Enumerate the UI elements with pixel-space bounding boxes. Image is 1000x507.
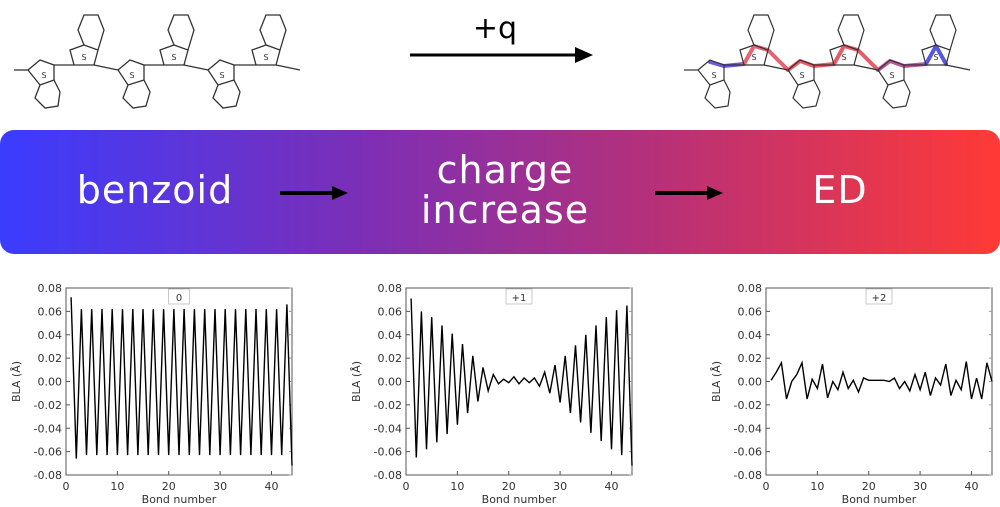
svg-text:S: S — [41, 71, 46, 80]
x-axis-label: Bond number — [842, 493, 917, 506]
x-tick-label: 0 — [763, 480, 770, 493]
y-tick-label: 0.00 — [38, 376, 63, 389]
y-tick-label: -0.02 — [734, 399, 762, 412]
series-label: +2 — [872, 293, 887, 304]
series-label: 0 — [176, 293, 182, 304]
x-tick-label: 20 — [162, 480, 176, 493]
series-label-box — [168, 288, 190, 305]
charge-increase-label: charge increase — [395, 150, 615, 230]
y-tick-label: -0.02 — [374, 399, 402, 412]
y-tick-label: 0.08 — [378, 282, 403, 295]
x-tick-label: 0 — [403, 480, 410, 493]
x-tick-label: 0 — [63, 480, 70, 493]
y-tick-label: 0.04 — [378, 329, 403, 342]
ed-label: ED — [812, 168, 868, 212]
x-tick-label: 10 — [110, 480, 124, 493]
y-tick-label: 0.06 — [738, 305, 763, 318]
benzoid-label: benzoid — [76, 168, 234, 212]
x-tick-label: 40 — [264, 480, 278, 493]
neutral-oligomer-structure: S S S S S S — [14, 14, 301, 109]
y-axis-label: BLA (Å) — [10, 361, 23, 402]
charge-increase-line1: charge — [436, 148, 574, 192]
y-tick-label: -0.06 — [374, 446, 402, 459]
y-tick-label: 0.08 — [38, 282, 63, 295]
x-tick-label: 10 — [810, 480, 824, 493]
svg-text:S: S — [933, 53, 938, 62]
bla-plot-neutral: 0.08 0.06 0.04 0.02 0.00 -0.02 -0.04 -0.06 -0.08… — [10, 282, 293, 506]
svg-text:S: S — [889, 71, 894, 80]
x-axis-label: Bond number — [482, 493, 557, 506]
x-axis-label: Bond number — [142, 493, 217, 506]
y-tick-label: -0.08 — [34, 469, 62, 482]
y-tick-label: -0.08 — [734, 469, 762, 482]
y-tick-label: 0.06 — [378, 305, 403, 318]
x-tick-label: 30 — [213, 480, 227, 493]
y-tick-label: 0.06 — [38, 305, 63, 318]
charged-oligomer-structure: S S S S S S — [684, 14, 971, 109]
x-tick-label: 30 — [913, 480, 927, 493]
y-tick-label: -0.04 — [34, 422, 62, 435]
bla-series-line — [70, 297, 293, 466]
y-tick-label: 0.08 — [738, 282, 763, 295]
oxidation-arrow: +q — [410, 11, 593, 63]
banner-arrow-right-icon — [280, 186, 348, 200]
y-tick-label: -0.06 — [34, 446, 62, 459]
bla-series-line — [410, 298, 633, 466]
banner-arrow-right-icon — [655, 186, 723, 200]
svg-text:S: S — [841, 53, 846, 62]
y-tick-label: -0.04 — [374, 422, 402, 435]
x-tick-label: 20 — [502, 480, 516, 493]
series-label-box — [505, 288, 533, 305]
y-tick-label: -0.02 — [34, 399, 62, 412]
y-axis-label: BLA (Å) — [710, 361, 723, 402]
bla-series-line — [770, 360, 993, 400]
x-tick-label: 20 — [862, 480, 876, 493]
y-tick-label: -0.06 — [734, 446, 762, 459]
bla-plot-dication: 0.08 0.06 0.04 0.02 0.00 -0.02 -0.04 -0.06 -0.08… — [710, 282, 993, 506]
y-tick-label: 0.02 — [738, 352, 763, 365]
y-tick-label: 0.00 — [738, 376, 763, 389]
x-tick-label: 40 — [964, 480, 978, 493]
y-axis-label: BLA (Å) — [350, 361, 363, 402]
y-tick-label: 0.04 — [38, 329, 63, 342]
x-tick-label: 30 — [553, 480, 567, 493]
plot-frame — [765, 287, 993, 476]
y-tick-label: -0.04 — [734, 422, 762, 435]
y-tick-label: 0.02 — [378, 352, 403, 365]
charge-increase-line2: increase — [420, 188, 590, 232]
transition-banner: benzoid charge increase ED — [0, 130, 1000, 254]
svg-text:S: S — [81, 53, 86, 62]
x-tick-label: 40 — [604, 480, 618, 493]
series-label-box — [865, 288, 893, 305]
y-tick-label: 0.04 — [738, 329, 763, 342]
series-label: +1 — [512, 293, 527, 304]
x-tick-label: 10 — [450, 480, 464, 493]
svg-text:S: S — [219, 71, 224, 80]
y-tick-label: -0.08 — [374, 469, 402, 482]
svg-text:S: S — [799, 71, 804, 80]
svg-text:S: S — [263, 53, 268, 62]
svg-text:S: S — [171, 53, 176, 62]
svg-text:S: S — [129, 71, 134, 80]
svg-text:S: S — [751, 53, 756, 62]
y-tick-label: 0.00 — [378, 376, 403, 389]
bla-plot-cation: 0.08 0.06 0.04 0.02 0.00 -0.02 -0.04 -0.06 -0.08… — [350, 282, 633, 506]
charge-label: +q — [473, 11, 517, 46]
svg-text:S: S — [711, 71, 716, 80]
y-tick-label: 0.02 — [38, 352, 63, 365]
